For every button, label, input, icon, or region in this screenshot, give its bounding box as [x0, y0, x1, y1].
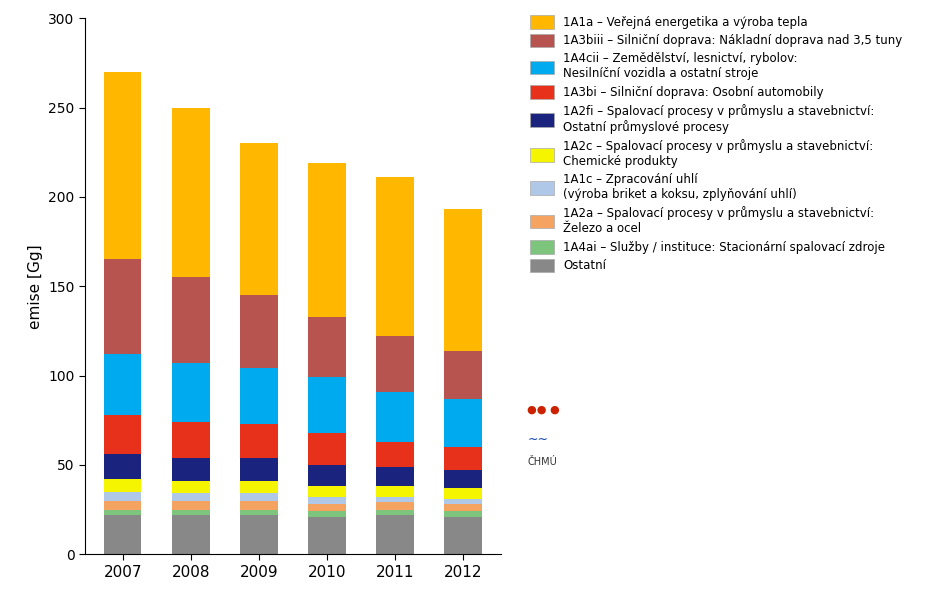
Bar	[308, 504, 346, 512]
Bar	[172, 422, 210, 458]
Bar	[240, 501, 278, 510]
Bar	[240, 458, 278, 481]
Bar	[104, 501, 142, 510]
Bar	[104, 491, 142, 501]
Bar	[376, 442, 413, 466]
Bar	[308, 497, 346, 504]
Bar	[444, 209, 481, 351]
Bar	[104, 72, 142, 259]
Bar	[308, 487, 346, 497]
Bar	[376, 392, 413, 442]
Bar	[444, 512, 481, 516]
Bar	[172, 277, 210, 363]
Bar	[104, 259, 142, 354]
Bar	[240, 295, 278, 368]
Bar	[172, 363, 210, 422]
Bar	[240, 515, 278, 554]
Bar	[308, 516, 346, 554]
Y-axis label: emise [Gg]: emise [Gg]	[27, 244, 42, 328]
Bar	[376, 497, 413, 502]
Bar	[444, 488, 481, 499]
Bar	[444, 399, 481, 447]
Bar	[308, 163, 346, 317]
Bar	[172, 510, 210, 515]
Bar	[172, 481, 210, 493]
Bar	[444, 447, 481, 470]
Text: ●● ●: ●● ●	[527, 405, 560, 415]
Bar	[376, 177, 413, 336]
Bar	[376, 336, 413, 392]
Bar	[104, 454, 142, 479]
Bar	[444, 516, 481, 554]
Bar	[376, 466, 413, 487]
Bar	[172, 493, 210, 501]
Bar	[376, 502, 413, 510]
Bar	[172, 501, 210, 510]
Bar	[172, 515, 210, 554]
Bar	[104, 415, 142, 454]
Bar	[376, 510, 413, 515]
Bar	[104, 354, 142, 415]
Bar	[444, 351, 481, 399]
Bar	[172, 108, 210, 277]
Bar	[308, 465, 346, 487]
Bar	[240, 493, 278, 501]
Bar	[104, 515, 142, 554]
Bar	[444, 504, 481, 512]
Text: ČHMÚ: ČHMÚ	[527, 457, 556, 466]
Bar	[240, 424, 278, 458]
Bar	[376, 515, 413, 554]
Bar	[104, 510, 142, 515]
Bar	[444, 499, 481, 504]
Bar	[444, 470, 481, 488]
Bar	[240, 368, 278, 424]
Bar	[376, 487, 413, 497]
Bar	[240, 143, 278, 295]
Bar	[104, 479, 142, 491]
Bar	[240, 510, 278, 515]
Bar	[240, 481, 278, 493]
Bar	[172, 458, 210, 481]
Bar	[308, 378, 346, 433]
Bar	[308, 317, 346, 378]
Bar	[308, 433, 346, 465]
Legend: 1A1a – Veřejná energetika a výroba tepla, 1A3biii – Silniční doprava: Nákladní d: 1A1a – Veřejná energetika a výroba tepla…	[530, 15, 902, 272]
Bar	[308, 512, 346, 516]
Text: ∼∼: ∼∼	[527, 432, 548, 445]
